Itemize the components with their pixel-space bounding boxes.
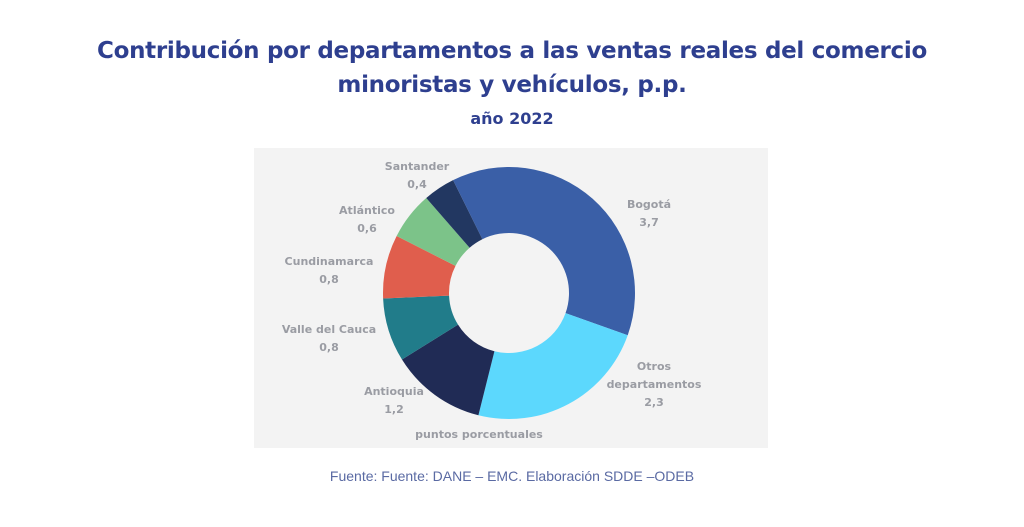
- data-label: Atlántico 0,6: [339, 204, 395, 235]
- data-label: Antioquia 1,2: [364, 385, 424, 416]
- source-note: Fuente: Fuente: DANE – EMC. Elaboración …: [329, 468, 695, 484]
- donut-chart: Bogotá 3,7 Otros departamentos 2,3 Antioquia 1…: [282, 160, 702, 441]
- donut-slices: [383, 167, 635, 419]
- chart-panel: Bogotá 3,7 Otros departamentos 2,3 Antioquia 1…: [254, 148, 768, 448]
- chart-title-line-1: Contribución por departamentos a las ven…: [97, 38, 927, 64]
- donut-slice-bogota: [453, 167, 635, 336]
- chart-title-line-2: minoristas y vehículos, p.p.: [337, 72, 687, 98]
- data-label: Santander 0,4: [385, 160, 450, 191]
- donut-slice-santander: [426, 180, 483, 248]
- donut-slice-atlantico: [396, 197, 470, 266]
- donut-labels: Bogotá 3,7 Otros departamentos 2,3 Antioquia 1…: [282, 160, 702, 416]
- data-label: Otros departamentos 2,3: [607, 360, 702, 409]
- donut-slice-valle-del-cauca: [383, 295, 459, 360]
- donut-slice-antioquia: [401, 324, 495, 416]
- unit-label: puntos porcentuales: [415, 428, 543, 441]
- chart-subtitle: año 2022: [470, 109, 554, 128]
- data-label: Valle del Cauca 0,8: [282, 323, 376, 354]
- donut-slice-cundinamarca: [383, 235, 456, 299]
- donut-slice-otros-departamentos: [478, 313, 628, 419]
- data-label: Bogotá 3,7: [627, 198, 671, 229]
- data-label: Cundinamarca 0,8: [285, 255, 374, 286]
